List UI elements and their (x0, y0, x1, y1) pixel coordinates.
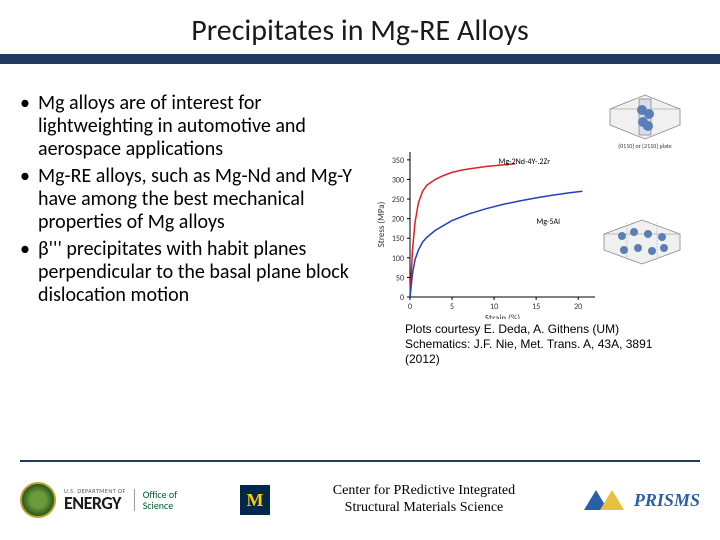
energy-main-label: ENERGY (64, 494, 126, 512)
svg-text:350: 350 (392, 156, 404, 166)
prism-yellow-icon (600, 490, 624, 510)
title-bar: Precipitates in Mg-RE Alloys (0, 12, 720, 49)
svg-text:0: 0 (408, 302, 412, 312)
svg-text:10: 10 (490, 302, 498, 312)
science-label: Science (143, 500, 178, 511)
center-line1: Center for PRedictive Integrated (333, 483, 515, 500)
content-area: Mg alloys are of interest for lightweigh… (20, 92, 700, 311)
schematic-top: {0110} or {2110} plate (595, 82, 695, 152)
svg-text:Mg-2Nd-4Y-.2Zr: Mg-2Nd-4Y-.2Zr (499, 157, 551, 167)
title-underline (0, 54, 720, 64)
footer: U.S. DEPARTMENT OF ENERGY Office of Scie… (0, 470, 720, 530)
svg-text:Stress (MPa): Stress (MPa) (376, 201, 387, 247)
svg-text:5: 5 (450, 302, 454, 312)
svg-text:150: 150 (392, 234, 404, 244)
bullet-item: Mg-RE alloys, such as Mg-Nd and Mg-Y hav… (20, 165, 375, 234)
svg-text:50: 50 (396, 273, 404, 283)
credit-line: Plots courtesy E. Deda, A. Githens (UM) (405, 322, 675, 337)
svg-text:300: 300 (392, 175, 404, 185)
bullet-item: Mg alloys are of interest for lightweigh… (20, 92, 375, 161)
bullet-list: Mg alloys are of interest for lightweigh… (20, 92, 375, 311)
umich-logo: M (240, 485, 270, 515)
footer-divider (20, 460, 700, 462)
center-name: Center for PRedictive Integrated Structu… (333, 483, 515, 517)
prisms-label: PRISMS (634, 490, 700, 511)
office-of-science: Office of Science (134, 489, 178, 511)
svg-text:200: 200 (392, 215, 404, 225)
slide-title: Precipitates in Mg-RE Alloys (191, 12, 529, 49)
svg-text:Mg-5Al: Mg-5Al (536, 217, 560, 227)
stress-strain-chart: 05101520050100150200250300350Strain (%)S… (375, 144, 605, 319)
credit-line: Schematics: J.F. Nie, Met. Trans. A, 43A… (405, 337, 675, 367)
doe-logo-group: U.S. DEPARTMENT OF ENERGY Office of Scie… (20, 482, 177, 518)
chart-area: {0110} or {2110} plate 05101520050100150… (375, 92, 695, 311)
prisms-logo: PRISMS (578, 490, 700, 511)
center-line2: Structural Materials Science (333, 500, 515, 517)
svg-text:15: 15 (532, 302, 540, 312)
svg-text:20: 20 (574, 302, 582, 312)
credits: Plots courtesy E. Deda, A. Githens (UM) … (405, 322, 675, 367)
svg-text:0: 0 (400, 293, 404, 303)
svg-text:250: 250 (392, 195, 404, 205)
schematic-top-label: {0110} or {2110} plate (618, 142, 671, 150)
bullet-item: β''' precipitates with habit planes perp… (20, 238, 375, 307)
schematic-bottom (595, 207, 690, 277)
doe-seal-icon (20, 482, 56, 518)
svg-text:Strain (%): Strain (%) (485, 313, 520, 319)
svg-text:100: 100 (392, 254, 404, 264)
energy-logo: U.S. DEPARTMENT OF ENERGY (64, 488, 126, 512)
umich-m-icon: M (247, 490, 264, 511)
